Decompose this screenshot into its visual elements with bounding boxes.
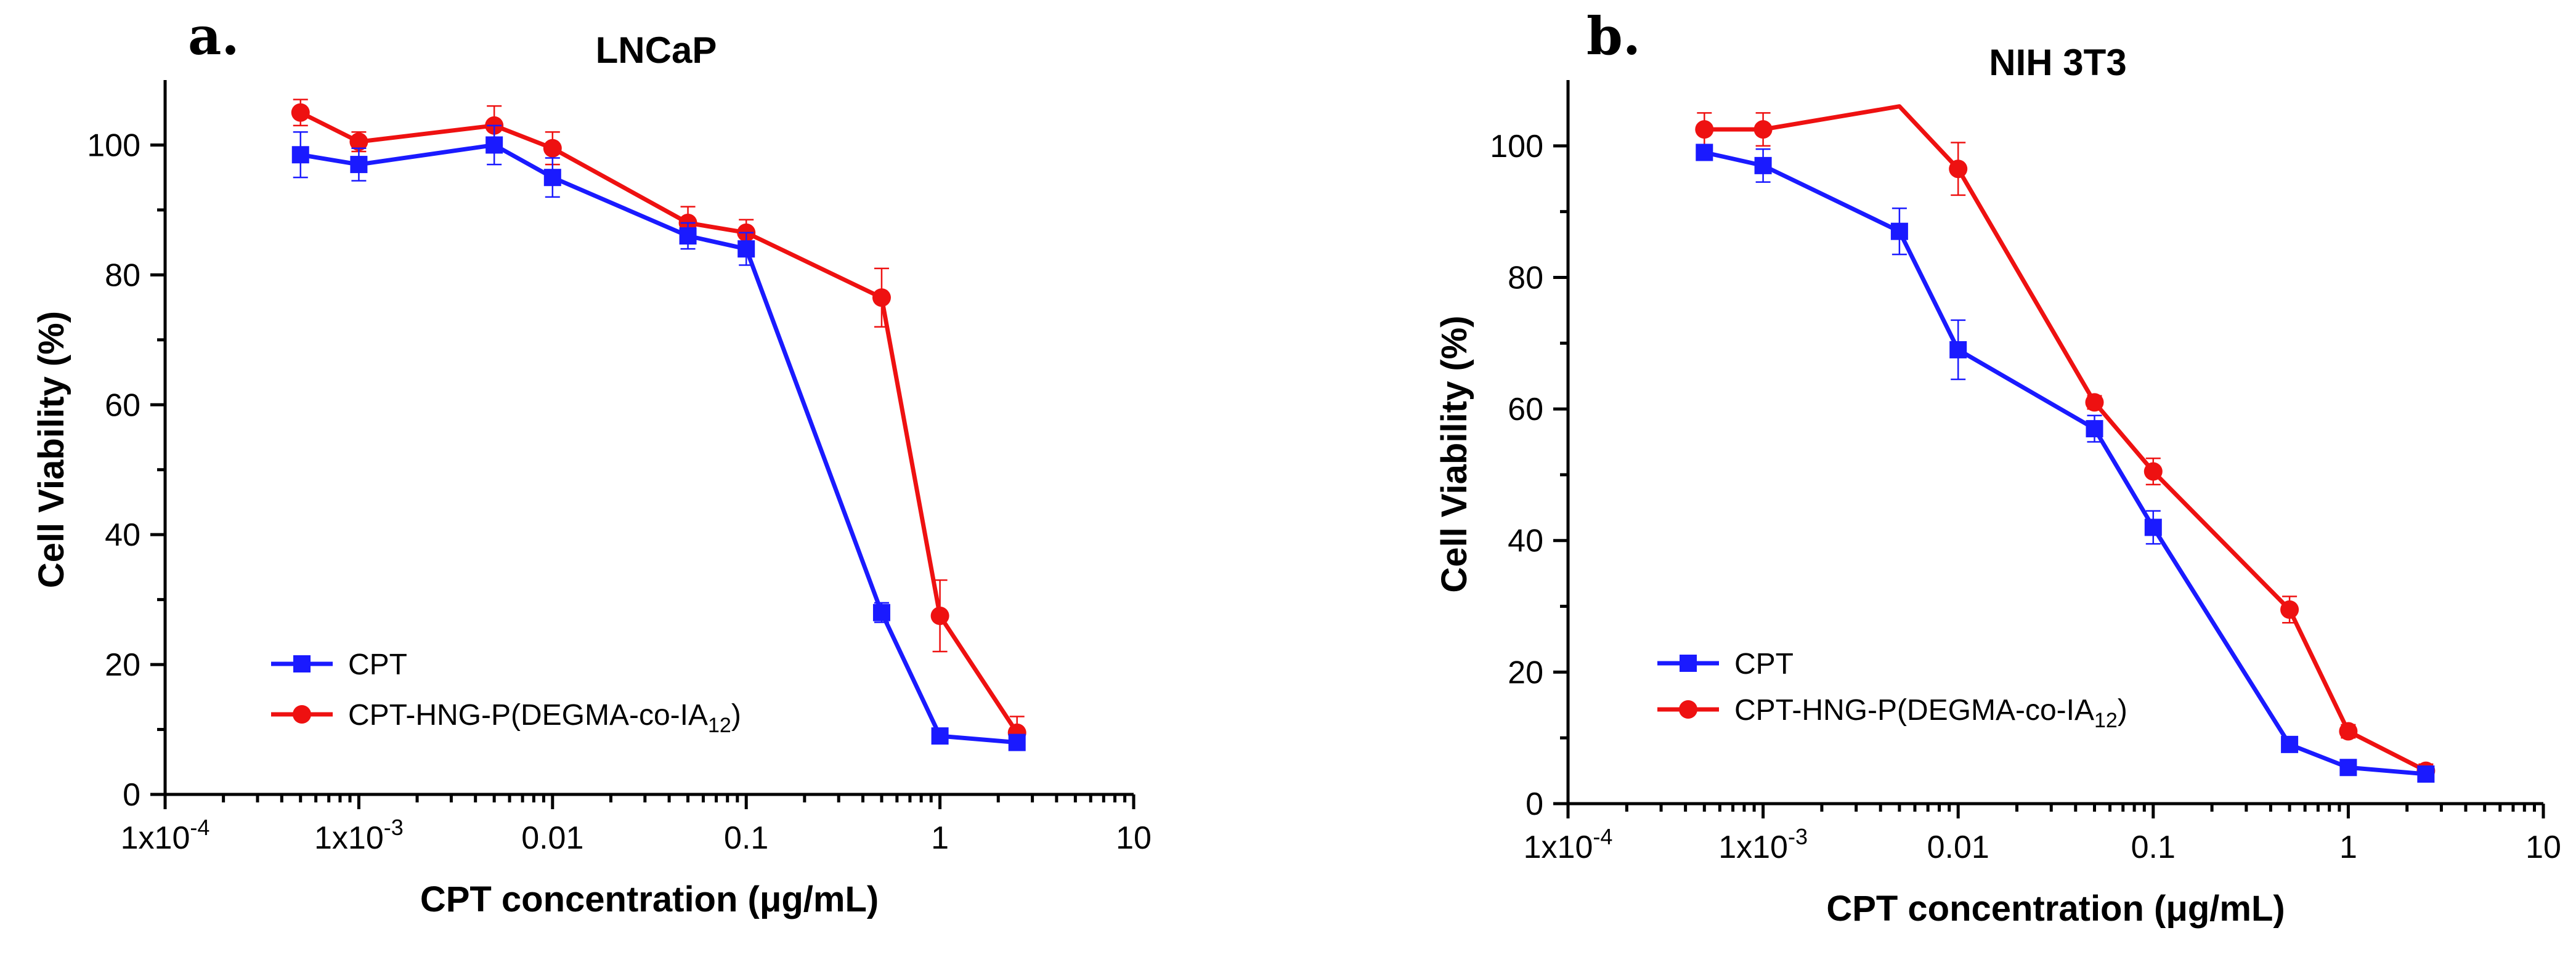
y-tick-label: 100 — [87, 127, 140, 163]
data-point — [931, 727, 949, 745]
x-tick-label: 10 — [2525, 830, 2561, 865]
data-point — [679, 227, 697, 245]
y-tick-label: 60 — [105, 387, 140, 423]
data-point — [350, 156, 368, 174]
data-point — [291, 103, 310, 122]
y-tick-label: 80 — [1508, 260, 1543, 296]
y-tick-label: 60 — [1508, 392, 1543, 427]
legend-marker — [1680, 655, 1697, 672]
data-point — [1949, 341, 1967, 358]
data-point — [2280, 600, 2299, 619]
x-tick-label: 0.1 — [2131, 830, 2176, 865]
x-tick-label: 1x10-3 — [314, 815, 404, 856]
x-tick-label: 1x10-3 — [1718, 824, 1808, 865]
series-cpt — [291, 124, 1026, 751]
legend-marker — [1679, 700, 1697, 719]
y-tick-label: 20 — [105, 647, 140, 683]
y-tick-label: 0 — [123, 777, 140, 813]
series-line — [1704, 104, 2427, 773]
y-tick-label: 20 — [1508, 655, 1543, 690]
series-cpt-hng — [1695, 104, 2436, 780]
x-tick-label: 0.01 — [521, 820, 583, 856]
y-tick-label: 100 — [1490, 129, 1543, 164]
y-tick-label: 0 — [1526, 786, 1543, 822]
data-point — [543, 139, 562, 158]
chart-panel-2: b. NIH 3T3 0 20 40 60 80 100 1x10-4 1x10-3 0.01 0.1… — [1434, 6, 2561, 929]
data-point — [2085, 393, 2104, 412]
data-point — [291, 146, 309, 164]
legend-marker — [293, 655, 311, 672]
data-point — [1890, 222, 1908, 240]
data-point — [2339, 759, 2357, 777]
panel-label: a. — [188, 6, 240, 67]
x-axis-label: CPT concentration (μg/mL) — [1826, 889, 2285, 929]
series-line — [299, 110, 1019, 734]
x-tick-label: 1 — [2339, 830, 2357, 865]
x-tick-label: 10 — [1116, 820, 1152, 856]
legend-marker — [293, 705, 311, 724]
x-tick-label: 1x10-4 — [1524, 824, 1613, 865]
chart-title: LNCaP — [596, 30, 717, 71]
data-point — [872, 288, 891, 307]
data-point — [2144, 519, 2162, 536]
panel-label: b. — [1587, 6, 1641, 67]
data-point — [1696, 143, 1713, 161]
data-point — [2339, 722, 2358, 741]
data-point — [1695, 120, 1714, 139]
series-cpt — [1696, 143, 2435, 783]
data-point — [1754, 156, 1772, 174]
legend-label: CPT-HNG-P(DEGMA-co-IA12) — [1734, 694, 2127, 732]
x-tick-label: 1 — [931, 820, 949, 856]
data-point — [543, 169, 561, 187]
data-point — [2281, 735, 2299, 753]
legend-label: CPT — [1734, 648, 1794, 680]
chart-panel-1: a. LNCaP 0 20 40 60 80 100 1x10-4 1x10-3 0.01 0.1 1 1… — [31, 6, 1152, 919]
data-point — [349, 132, 368, 151]
legend-label: CPT-HNG-P(DEGMA-co-IA12) — [348, 699, 741, 737]
x-axis-label: CPT concentration (μg/mL) — [420, 879, 879, 919]
legend: CPT CPT-HNG-P(DEGMA-co-IA12) — [1657, 648, 2127, 732]
y-axis-label: Cell Viability (%) — [31, 311, 71, 588]
x-tick-label: 1x10-4 — [121, 815, 210, 856]
y-tick-label: 40 — [105, 517, 140, 553]
data-point — [1949, 159, 1968, 179]
data-point — [872, 604, 890, 621]
data-point — [930, 607, 949, 625]
data-point — [486, 136, 503, 154]
legend-label: CPT — [348, 648, 407, 681]
legend: CPT CPT-HNG-P(DEGMA-co-IA12) — [271, 648, 741, 737]
data-point — [1753, 120, 1773, 139]
data-point — [2143, 462, 2163, 481]
chart-title: NIH 3T3 — [1989, 42, 2126, 83]
x-tick-label: 0.01 — [1927, 830, 1989, 865]
y-tick-label: 40 — [1508, 523, 1543, 559]
y-tick-label: 80 — [105, 257, 140, 293]
x-tick-label: 0.1 — [724, 820, 768, 856]
y-axis-label: Cell Viability (%) — [1434, 315, 1474, 592]
data-point — [2417, 765, 2435, 783]
data-point — [2086, 420, 2103, 438]
data-point — [1008, 733, 1026, 751]
data-point — [737, 240, 755, 258]
series-line — [1704, 150, 2426, 777]
